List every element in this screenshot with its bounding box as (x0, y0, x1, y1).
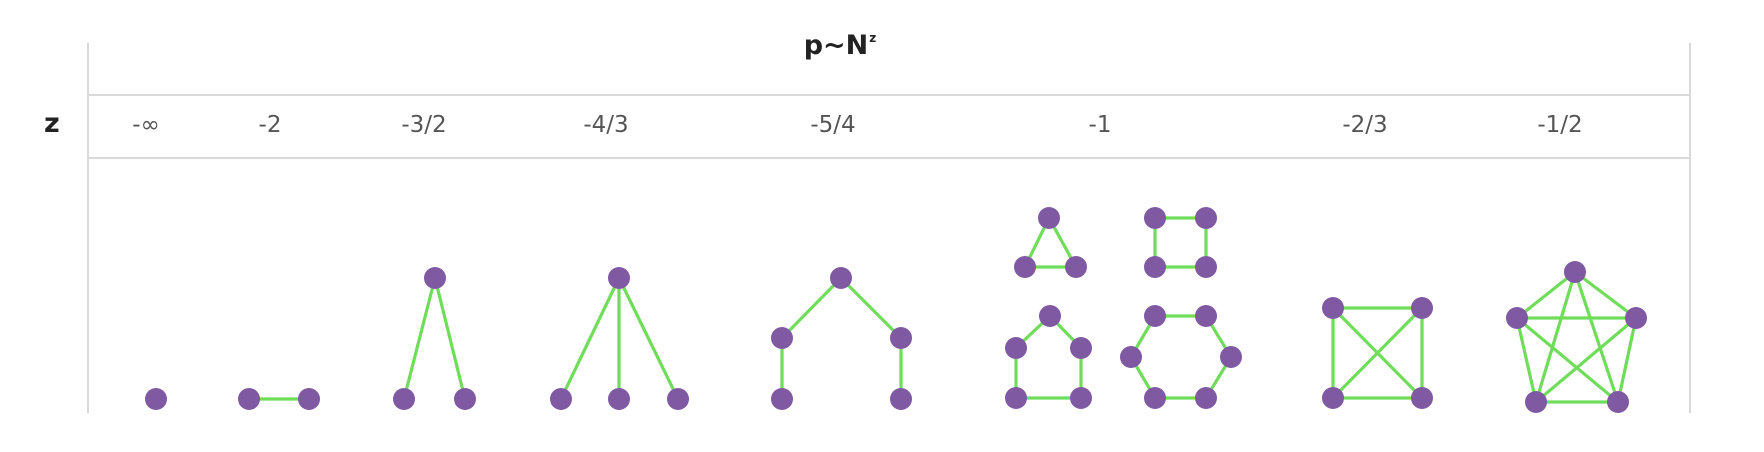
node (1144, 256, 1166, 278)
edge (1534, 316, 1638, 404)
node (1065, 256, 1087, 278)
node (608, 267, 630, 289)
graph-complete-k4 (1322, 297, 1433, 409)
edge (433, 277, 467, 400)
column-label-neg-1-2: -1/2 (1537, 112, 1583, 138)
node (1144, 305, 1166, 327)
node (771, 388, 793, 410)
node (1144, 387, 1166, 409)
graph-two-node-edge (238, 388, 320, 410)
node (424, 267, 446, 289)
column-label-neg-4-3: -4/3 (583, 112, 629, 138)
node (298, 388, 320, 410)
node (1039, 305, 1061, 327)
node (1070, 387, 1092, 409)
graph-three-leaf-star (550, 267, 689, 410)
header-divider (87, 94, 1691, 96)
node (667, 388, 689, 410)
column-label-neg-2: -2 (258, 112, 282, 138)
node (890, 327, 912, 349)
node (393, 388, 415, 410)
edge (559, 277, 621, 400)
node (1322, 387, 1344, 409)
graph-pentagon-cycle (1005, 305, 1092, 409)
node (1506, 307, 1528, 329)
edge (1515, 269, 1638, 404)
edge (1331, 306, 1424, 400)
column-label-neg-1: -1 (1088, 112, 1112, 138)
edge (1515, 316, 1620, 404)
edge (1129, 314, 1233, 400)
edge (617, 277, 680, 400)
title-base: p~N (803, 30, 869, 61)
node (771, 327, 793, 349)
node (238, 388, 260, 410)
node (1195, 207, 1217, 229)
node (890, 388, 912, 410)
node (1014, 256, 1036, 278)
edge (1573, 271, 1620, 403)
node (830, 267, 852, 289)
node (1525, 391, 1547, 413)
node (1038, 207, 1060, 229)
graph-triangle-cycle (1014, 207, 1087, 278)
row-label-z: z (44, 108, 60, 139)
node (1120, 346, 1142, 368)
table-right-border (1689, 43, 1691, 413)
node (1070, 337, 1092, 359)
graph-single-node (145, 388, 167, 410)
column-label-neg-3-2: -3/2 (401, 112, 447, 138)
graph-square-cycle (1144, 207, 1217, 278)
column-label-neg-2-3: -2/3 (1342, 112, 1388, 138)
edge (1534, 271, 1577, 403)
graph-five-node-path (771, 267, 912, 410)
edge (1014, 313, 1083, 400)
node (1625, 307, 1647, 329)
node (1411, 297, 1433, 319)
node (1607, 391, 1629, 413)
node (1144, 207, 1166, 229)
column-label-neg-infinity: -∞ (132, 112, 160, 138)
node (1195, 387, 1217, 409)
node (1220, 346, 1242, 368)
row-divider (87, 157, 1691, 159)
diagram-title: p~Nz (700, 30, 980, 61)
node (145, 388, 167, 410)
table-left-border (87, 43, 89, 413)
node (1322, 297, 1344, 319)
column-label-neg-5-4: -5/4 (810, 112, 856, 138)
edge (780, 275, 903, 399)
graph-three-node-path (393, 267, 476, 410)
node (1005, 337, 1027, 359)
edge (402, 277, 437, 400)
node (454, 388, 476, 410)
node (608, 388, 630, 410)
edge (1022, 214, 1079, 269)
node (1411, 387, 1433, 409)
title-exponent: z (869, 31, 877, 45)
node (1195, 305, 1217, 327)
node (1564, 261, 1586, 283)
node (1005, 387, 1027, 409)
node (1195, 256, 1217, 278)
graph-hexagon-cycle (1120, 305, 1242, 409)
graph-complete-k5 (1506, 261, 1647, 413)
node (550, 388, 572, 410)
